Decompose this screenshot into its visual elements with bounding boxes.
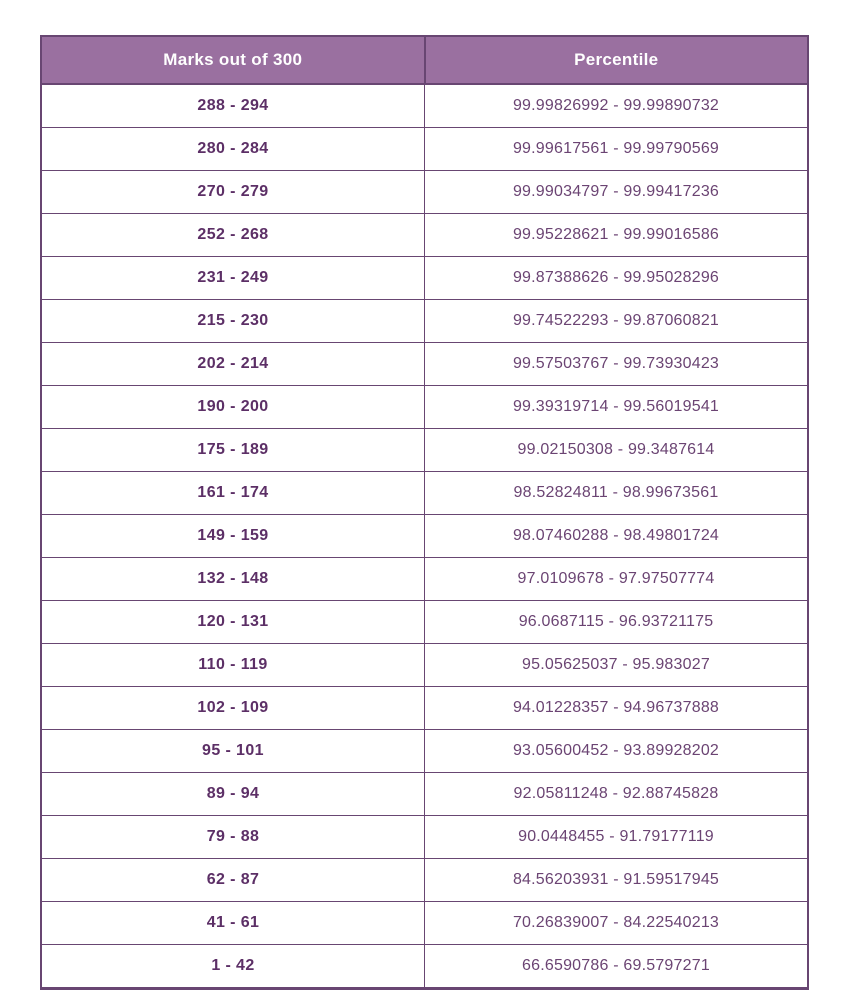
percentile-cell: 93.05600452 - 93.89928202 — [424, 729, 809, 773]
marks-cell: 215 - 230 — [40, 299, 425, 343]
percentile-cell: 70.26839007 - 84.22540213 — [424, 901, 809, 945]
table-row: 288 - 294 99.99826992 - 99.99890732 — [40, 83, 809, 128]
table-row: 215 - 230 99.74522293 - 99.87060821 — [40, 299, 809, 343]
table-row: 132 - 148 97.0109678 - 97.97507774 — [40, 557, 809, 601]
marks-percentile-table: Marks out of 300 Percentile 288 - 294 99.… — [40, 35, 809, 990]
percentile-cell: 96.0687115 - 96.93721175 — [424, 600, 809, 644]
percentile-cell: 99.74522293 - 99.87060821 — [424, 299, 809, 343]
marks-cell: 190 - 200 — [40, 385, 425, 429]
percentile-cell: 99.99826992 - 99.99890732 — [424, 83, 809, 128]
marks-cell: 270 - 279 — [40, 170, 425, 214]
percentile-cell: 90.0448455 - 91.79177119 — [424, 815, 809, 859]
percentile-cell: 94.01228357 - 94.96737888 — [424, 686, 809, 730]
table-row: 190 - 200 99.39319714 - 99.56019541 — [40, 385, 809, 429]
table-row: 89 - 94 92.05811248 - 92.88745828 — [40, 772, 809, 816]
marks-cell: 102 - 109 — [40, 686, 425, 730]
table-row: 62 - 87 84.56203931 - 91.59517945 — [40, 858, 809, 902]
table-row: 110 - 119 95.05625037 - 95.983027 — [40, 643, 809, 687]
marks-cell: 110 - 119 — [40, 643, 425, 687]
percentile-cell: 98.07460288 - 98.49801724 — [424, 514, 809, 558]
marks-cell: 120 - 131 — [40, 600, 425, 644]
marks-cell: 175 - 189 — [40, 428, 425, 472]
marks-cell: 202 - 214 — [40, 342, 425, 386]
marks-cell: 149 - 159 — [40, 514, 425, 558]
table-row: 149 - 159 98.07460288 - 98.49801724 — [40, 514, 809, 558]
percentile-cell: 99.99034797 - 99.99417236 — [424, 170, 809, 214]
marks-cell: 41 - 61 — [40, 901, 425, 945]
percentile-cell: 66.6590786 - 69.5797271 — [424, 944, 809, 989]
percentile-cell: 99.95228621 - 99.99016586 — [424, 213, 809, 257]
percentile-cell: 99.87388626 - 99.95028296 — [424, 256, 809, 300]
marks-cell: 1 - 42 — [40, 944, 425, 989]
table-row: 102 - 109 94.01228357 - 94.96737888 — [40, 686, 809, 730]
marks-cell: 288 - 294 — [40, 83, 425, 128]
marks-cell: 89 - 94 — [40, 772, 425, 816]
percentile-cell: 95.05625037 - 95.983027 — [424, 643, 809, 687]
percentile-cell: 98.52824811 - 98.99673561 — [424, 471, 809, 515]
table-row: 202 - 214 99.57503767 - 99.73930423 — [40, 342, 809, 386]
marks-cell: 62 - 87 — [40, 858, 425, 902]
marks-cell: 280 - 284 — [40, 127, 425, 171]
marks-cell: 95 - 101 — [40, 729, 425, 773]
percentile-cell: 97.0109678 - 97.97507774 — [424, 557, 809, 601]
table-row: 280 - 284 99.99617561 - 99.99790569 — [40, 127, 809, 171]
table-body: 288 - 294 99.99826992 - 99.99890732 280 - … — [40, 83, 809, 989]
table-row: 252 - 268 99.95228621 - 99.99016586 — [40, 213, 809, 257]
table-row: 95 - 101 93.05600452 - 93.89928202 — [40, 729, 809, 773]
table-row: 231 - 249 99.87388626 - 99.95028296 — [40, 256, 809, 300]
table-row: 79 - 88 90.0448455 - 91.79177119 — [40, 815, 809, 859]
table-row: 175 - 189 99.02150308 - 99.3487614 — [40, 428, 809, 472]
marks-cell: 252 - 268 — [40, 213, 425, 257]
col-header-percentile: Percentile — [423, 35, 809, 85]
table-row: 161 - 174 98.52824811 - 98.99673561 — [40, 471, 809, 515]
marks-cell: 231 - 249 — [40, 256, 425, 300]
marks-cell: 79 - 88 — [40, 815, 425, 859]
col-header-marks: Marks out of 300 — [40, 35, 426, 85]
table-row: 41 - 61 70.26839007 - 84.22540213 — [40, 901, 809, 945]
percentile-cell: 99.39319714 - 99.56019541 — [424, 385, 809, 429]
table-row: 120 - 131 96.0687115 - 96.93721175 — [40, 600, 809, 644]
marks-cell: 161 - 174 — [40, 471, 425, 515]
table-row: 1 - 42 66.6590786 - 69.5797271 — [40, 944, 809, 989]
percentile-cell: 84.56203931 - 91.59517945 — [424, 858, 809, 902]
percentile-cell: 92.05811248 - 92.88745828 — [424, 772, 809, 816]
percentile-cell: 99.57503767 - 99.73930423 — [424, 342, 809, 386]
table-header: Marks out of 300 Percentile — [40, 35, 809, 85]
percentile-cell: 99.99617561 - 99.99790569 — [424, 127, 809, 171]
header-row: Marks out of 300 Percentile — [40, 35, 809, 85]
table-row: 270 - 279 99.99034797 - 99.99417236 — [40, 170, 809, 214]
percentile-cell: 99.02150308 - 99.3487614 — [424, 428, 809, 472]
marks-cell: 132 - 148 — [40, 557, 425, 601]
